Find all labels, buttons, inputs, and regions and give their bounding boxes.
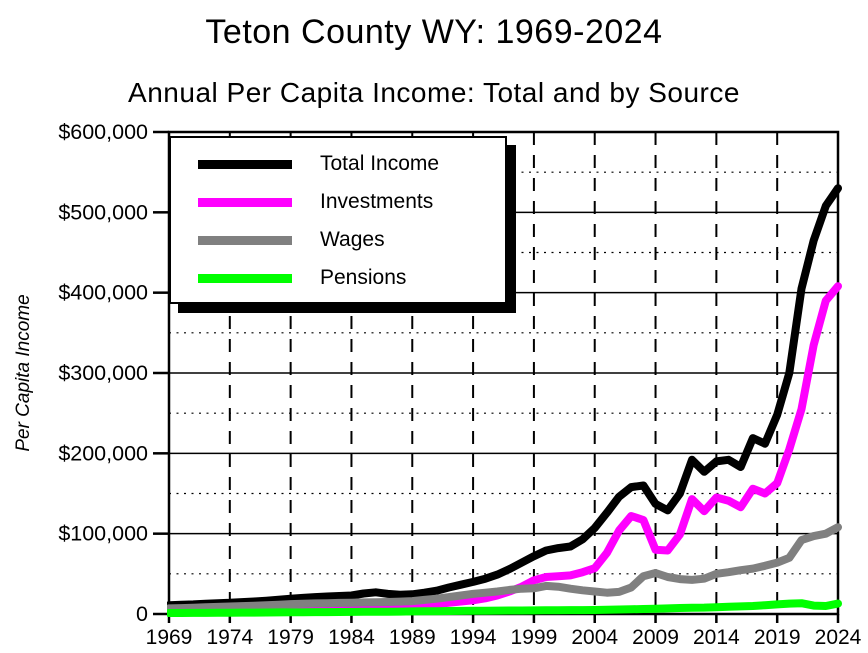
- x-tick-label: 2004: [571, 626, 618, 649]
- legend-item-total-income: Total Income: [171, 146, 505, 184]
- x-tick-label: 2019: [754, 626, 801, 649]
- chart-title: Teton County WY: 1969-2024: [205, 13, 663, 51]
- legend-item-wages: Wages: [171, 222, 505, 260]
- legend-box: Total Income Investments Wages Pensions: [169, 136, 507, 304]
- legend-item-pensions: Pensions: [171, 260, 505, 298]
- legend-label-pensions: Pensions: [320, 266, 407, 289]
- x-tick-label: 2014: [693, 626, 740, 649]
- legend-swatch-pensions: [198, 274, 292, 283]
- y-tick-label: $300,000: [58, 361, 148, 385]
- series-investments: [167, 282, 842, 616]
- x-tick-label: 1989: [389, 626, 436, 649]
- legend-swatch-total-income: [198, 160, 292, 169]
- legend-label-investments: Investments: [320, 190, 434, 213]
- legend-label-total-income: Total Income: [320, 152, 440, 175]
- x-tick-label: 1984: [328, 626, 375, 649]
- series-wages: [167, 523, 842, 613]
- y-tick-label: $500,000: [58, 200, 148, 224]
- series-pensions: [167, 599, 842, 617]
- legend-item-investments: Investments: [171, 184, 505, 222]
- x-tick-label: 1974: [206, 626, 253, 649]
- x-tick-label: 2024: [815, 626, 862, 649]
- series-total-income: [167, 184, 842, 610]
- chart-subtitle: Annual Per Capita Income: Total and by S…: [128, 77, 740, 108]
- y-axis-title: Per Capita Income: [13, 294, 34, 451]
- legend-swatch-investments: [198, 198, 292, 207]
- y-tick-label: $100,000: [58, 522, 148, 546]
- x-tick-label: 2009: [632, 626, 679, 649]
- x-tick-label: 1999: [511, 626, 558, 649]
- x-tick-label: 1979: [267, 626, 314, 649]
- x-tick-label: 1969: [146, 626, 193, 649]
- y-tick-label: $600,000: [58, 120, 148, 144]
- legend-swatch-wages: [198, 236, 292, 245]
- x-tick-label: 1994: [450, 626, 497, 649]
- y-tick-label: $400,000: [58, 281, 148, 305]
- legend-label-wages: Wages: [320, 228, 385, 251]
- y-tick-label: 0: [136, 602, 148, 626]
- y-tick-label: $200,000: [58, 441, 148, 465]
